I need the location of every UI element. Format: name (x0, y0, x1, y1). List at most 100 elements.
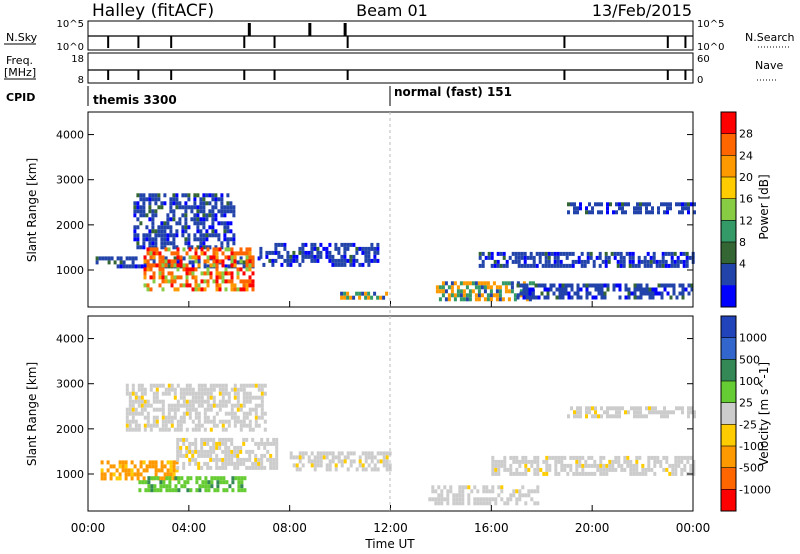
echo-cell (597, 287, 601, 292)
echo-cell (128, 395, 132, 400)
echo-cell (245, 255, 249, 260)
echo-cell (206, 279, 210, 284)
echo-cell (200, 251, 204, 256)
echo-cell (570, 202, 573, 207)
echo-cell (171, 488, 175, 493)
echo-cell (136, 225, 140, 230)
echo-cell (483, 297, 487, 302)
echo-cell (148, 237, 152, 242)
echo-cell (626, 455, 630, 460)
echo-cell (639, 287, 643, 292)
echo-cell (179, 449, 183, 454)
echo-cell (361, 463, 365, 468)
echo-cell (134, 256, 138, 261)
echo-cell (257, 441, 261, 446)
echo-cell (164, 423, 168, 428)
echo-cell (565, 255, 569, 260)
echo-cell (233, 461, 237, 466)
echo-cell (275, 461, 279, 466)
echo-cell (139, 209, 143, 214)
echo-cell (254, 415, 258, 420)
echo-cell (227, 264, 231, 269)
echo-cell (212, 419, 216, 424)
echo-cell (580, 259, 584, 264)
echo-cell (186, 476, 190, 481)
echo-cell (154, 464, 158, 469)
echo-cell (444, 281, 448, 286)
echo-cell (158, 283, 162, 288)
echo-cell (143, 275, 147, 280)
echo-cell (650, 455, 654, 460)
echo-cell (543, 295, 547, 300)
echo-cell (197, 453, 201, 458)
echo-cell (680, 459, 684, 464)
colorbar-segment (721, 177, 736, 200)
echo-cell (223, 205, 227, 210)
echo-cell (202, 233, 206, 238)
echo-cell (221, 263, 225, 268)
beam-title: Beam 01 (356, 1, 428, 20)
echo-cell (160, 476, 164, 481)
echo-cell (525, 283, 529, 288)
echo-cell (566, 471, 570, 476)
echo-cell (467, 493, 471, 498)
echo-cell (200, 395, 204, 400)
echo-cell (465, 293, 469, 298)
echo-cell (230, 457, 234, 462)
echo-cell (220, 209, 224, 214)
echo-cell (215, 423, 219, 428)
echo-cell (493, 263, 497, 268)
echo-cell (525, 291, 529, 296)
echo-cell (301, 246, 305, 251)
echo-cell (618, 414, 621, 419)
echo-cell (118, 460, 122, 465)
echo-cell (524, 463, 528, 468)
echo-cell (636, 295, 640, 300)
echo-cell (170, 383, 174, 388)
echo-cell (163, 193, 167, 198)
echo-cell (184, 229, 188, 234)
echo-cell (220, 205, 224, 210)
colorbar-tick-label: -500 (739, 462, 764, 475)
echo-cell (325, 254, 329, 259)
echo-cell (364, 258, 368, 263)
echo-cell (191, 395, 195, 400)
echo-cell (236, 461, 240, 466)
echo-cell (670, 263, 674, 268)
echo-cell (681, 210, 684, 215)
echo-cell (613, 255, 617, 260)
echo-cell (236, 260, 240, 265)
echo-cell (275, 445, 279, 450)
echo-cell (145, 237, 149, 242)
echo-cell (275, 441, 279, 446)
echo-cell (163, 241, 167, 246)
echo-cell (598, 263, 602, 268)
echo-cell (435, 285, 439, 290)
echo-cell (176, 260, 180, 265)
echo-cell (230, 411, 234, 416)
echo-cell (199, 201, 203, 206)
echo-cell (325, 455, 329, 460)
echo-cell (197, 391, 201, 396)
echo-cell (257, 445, 261, 450)
echo-cell (158, 383, 162, 388)
echo-cell (194, 415, 198, 420)
echo-cell (622, 263, 626, 268)
echo-cell (666, 206, 669, 211)
echo-cell (154, 245, 158, 250)
echo-cell (233, 283, 237, 288)
echo-cell (651, 206, 654, 211)
echo-cell (199, 237, 203, 242)
echo-cell (217, 233, 221, 238)
echo-cell (680, 467, 684, 472)
echo-cell (131, 391, 135, 396)
echo-cell (376, 250, 380, 255)
echo-cell (220, 201, 224, 206)
echo-cell (521, 455, 525, 460)
echo-cell (490, 255, 494, 260)
time-x-ticks: 00:00 04:00 08:00 12:00 16:00 20:00 00:00 (71, 301, 710, 535)
echo-cell (142, 476, 146, 481)
echo-cell (266, 441, 270, 446)
echo-cell (179, 395, 183, 400)
echo-cell (220, 197, 224, 202)
